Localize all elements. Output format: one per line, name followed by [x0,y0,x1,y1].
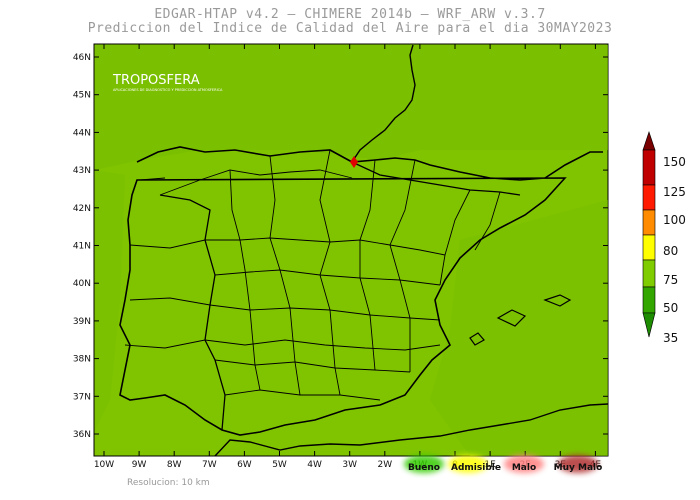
colorbar-label: 35 [663,331,678,345]
category-label-bueno: Bueno [408,463,440,473]
category-blob-muy-malo [558,455,598,473]
colorbar-label: 125 [663,185,686,199]
colorbar-segment [642,259,656,288]
sea-area-mediterranean [430,200,608,456]
map-title-line2: Prediccion del Indice de Calidad del Air… [87,21,613,36]
lon-tick-label: 1E [484,460,496,470]
coastline-france [351,44,416,163]
colorbar-label: 50 [663,301,678,315]
colorbar-segment [642,209,656,236]
colorbar-top-arrow [642,131,656,151]
lat-tick-label: 36N [73,430,91,440]
lat-tick-label: 45N [73,91,91,101]
lon-tick-label: 7W [202,460,217,470]
colorbar-label: 150 [663,155,686,169]
lat-tick-label: 37N [73,392,91,402]
colorbar-label: 80 [663,244,678,258]
colorbar-segment [642,149,656,186]
category-blob-bueno [404,455,444,473]
category-label-admisible: Admisible [451,463,501,473]
lon-tick-label: 5W [272,460,287,470]
balearic-islands [469,294,572,346]
lat-tick-label: 43N [73,166,91,176]
lat-tick-label: 42N [73,204,91,214]
resolution-label: Resolucion: 10 km [127,478,210,488]
colorbar-label: 75 [663,273,678,287]
lat-tick-label: 46N [73,53,91,63]
lon-tick-label: 3W [342,460,357,470]
colorbar-label: 100 [663,213,686,227]
logo-subtext: APLICACIONES DE DIAGNOSTICO Y PREDICCION… [113,88,223,92]
colorbar-segment [642,184,656,211]
colorbar-segment [642,234,656,261]
border-portugal-spain [159,194,226,431]
coastline-iberia [119,146,603,436]
lat-tick-label: 39N [73,317,91,327]
lat-tick-label: 41N [73,242,91,252]
hotspot-marker [350,156,358,168]
lon-tick-label: 8W [167,460,182,470]
lon-tick-label: 10W [94,460,114,470]
colorbar-bottom-arrow [642,312,656,338]
lat-tick-label: 40N [73,279,91,289]
lon-tick-label: 9W [132,460,147,470]
lon-tick-label: 4W [307,460,322,470]
category-blob-malo [504,455,544,473]
map-title-line1: EDGAR-HTAP v4.2 – CHIMERE 2014b – WRF_AR… [154,7,546,22]
category-label-muy-malo: Muy Malo [553,463,603,473]
category-blob-admisible [448,455,488,473]
logo-troposfera: TROPOSFERA [112,73,200,88]
coastline-africa [214,403,609,457]
lat-tick-label: 44N [73,128,91,138]
colorbar-segment [642,286,656,314]
lon-tick-label: 6W [237,460,252,470]
sea-area-bay-of-biscay [95,45,608,170]
aqi-colorbar: 150 125 100 80 75 50 35 [642,131,686,345]
sea-area-atlantic [95,170,125,430]
category-label-malo: Malo [511,463,537,473]
latitude-axis: 46N 45N 44N 43N 42N 41N 40N 39N 38N 37N 36N [73,53,608,440]
lon-tick-label: 2W [377,460,392,470]
lat-tick-label: 38N [73,355,91,365]
province-borders [124,149,501,401]
